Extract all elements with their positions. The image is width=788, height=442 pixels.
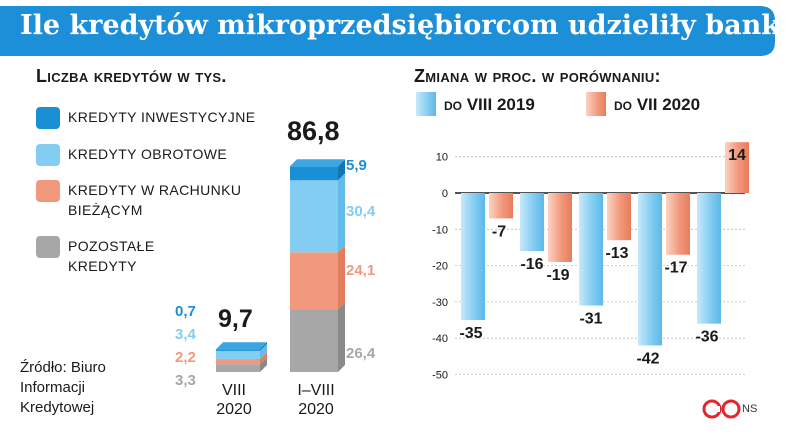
- change-bar-1-3: [666, 193, 690, 255]
- change-value-label-1-0: -7: [492, 223, 506, 240]
- left-heading: Liczba kredytów w tys.: [36, 66, 227, 87]
- y-tick-label-4: -30: [432, 297, 448, 309]
- change-bar-1-0: [489, 193, 513, 219]
- legend-swatch-working: [36, 144, 60, 166]
- value-label-aug-other: 3,3: [175, 372, 196, 389]
- x-label-jan-aug: I–VIII 2020: [297, 382, 335, 418]
- change-value-label-1-2: -13: [605, 245, 628, 262]
- legend-key-text-2019: do VIII 2019: [444, 95, 535, 114]
- value-label-aug-investment: 0,7: [175, 303, 196, 320]
- legend-item-other: Pozostałe kredyty: [36, 236, 178, 276]
- stack-top-1: [290, 159, 345, 167]
- stack-segment-1-0: [290, 309, 338, 372]
- legend-label-working: Kredyty obrotowe: [68, 146, 228, 162]
- chart-title: Ile kredytów mikroprzedsiębiorcom udziel…: [20, 10, 788, 41]
- change-value-label-1-1: -19: [546, 267, 569, 284]
- value-label-janaug-current: 24,1: [346, 262, 376, 279]
- change-value-label-0-3: -42: [636, 350, 659, 367]
- value-label-aug-working: 3,4: [175, 326, 196, 343]
- change-value-label-0-1: -16: [520, 256, 543, 273]
- y-tick-label-0: 10: [436, 152, 448, 164]
- legend-key-label-2020: do VII 2020: [614, 95, 700, 115]
- legend-key-2020: [586, 92, 606, 116]
- right-heading: Zmiana w proc. w porównaniu:: [414, 66, 661, 87]
- x-label-aug: VIII 2020: [216, 382, 252, 418]
- y-tick-label-5: -40: [432, 333, 448, 345]
- change-value-label-0-4: -36: [695, 329, 718, 346]
- stack-top-0: [216, 342, 267, 350]
- publisher-credit: NS: [742, 403, 758, 415]
- stack-side-1-2: [338, 173, 345, 253]
- legend-swatch-investment: [36, 107, 60, 129]
- change-bar-1-4: [725, 142, 749, 193]
- legend-swatch-other: [36, 236, 60, 258]
- y-tick-label-2: -10: [432, 224, 448, 236]
- stack-segment-0-2: [216, 350, 260, 359]
- change-value-label-0-2: -31: [579, 311, 602, 328]
- legend-item-current: Kredyty w rachunku bieżącym: [36, 180, 276, 220]
- stack-segment-0-0: [216, 364, 260, 372]
- legend-key-label-2019: do VIII 2019: [444, 95, 535, 115]
- stack-side-0-3: [260, 342, 267, 351]
- y-tick-label-1: 0: [442, 188, 448, 200]
- change-bar-0-2: [579, 193, 603, 306]
- legend-key-text-2020: do VII 2020: [614, 95, 701, 114]
- stack-side-1-3: [338, 159, 345, 181]
- stack-segment-1-1: [290, 252, 338, 310]
- stack-side-0-2: [260, 343, 267, 359]
- stack-side-0-1: [260, 351, 267, 365]
- stack-segment-1-3: [290, 166, 338, 181]
- value-label-aug-current: 2,2: [175, 349, 196, 366]
- legend-key-2019: [416, 92, 436, 116]
- legend-item-working: Kredyty obrotowe: [36, 144, 227, 166]
- change-bar-0-0: [461, 193, 485, 321]
- legend-swatch-current: [36, 180, 60, 202]
- y-tick-label-6: -50: [432, 370, 448, 382]
- stack-segment-0-3: [216, 349, 260, 351]
- total-label-aug: 9,7: [218, 305, 253, 333]
- value-label-janaug-investment: 5,9: [346, 157, 367, 174]
- stack-segment-1-2: [290, 180, 338, 253]
- stack-side-1-0: [338, 302, 345, 372]
- change-bar-0-1: [520, 193, 544, 252]
- change-bar-0-3: [638, 193, 662, 346]
- source-note: Źródło: Biuro Informacji Kredytowej: [20, 359, 106, 416]
- change-bar-1-2: [607, 193, 631, 241]
- title-banner: [0, 6, 775, 56]
- change-bar-1-1: [548, 193, 572, 262]
- y-tick-label-3: -20: [432, 261, 448, 273]
- change-value-label-1-3: -17: [664, 260, 687, 277]
- left-heading-text: Liczba kredytów w tys.: [36, 66, 227, 86]
- publisher-logo-icon: [702, 399, 741, 419]
- right-heading-text: Zmiana w proc. w porównaniu:: [414, 66, 661, 86]
- change-bar-0-4: [697, 193, 721, 324]
- legend-label-other: Pozostałe kredyty: [68, 238, 155, 274]
- value-label-janaug-other: 26,4: [346, 345, 376, 362]
- stack-segment-0-1: [216, 358, 260, 365]
- legend-item-investment: Kredyty inwestycyjne: [36, 107, 255, 129]
- total-label-jan-aug: 86,8: [287, 116, 340, 146]
- legend-label-current: Kredyty w rachunku bieżącym: [68, 182, 242, 218]
- value-label-janaug-working: 30,4: [346, 203, 376, 220]
- stack-side-1-1: [338, 245, 345, 310]
- change-value-label-1-4: 14: [728, 147, 746, 164]
- stack-side-0-0: [260, 357, 267, 372]
- legend-label-investment: Kredyty inwestycyjne: [68, 109, 256, 125]
- change-value-label-0-0: -35: [459, 325, 482, 342]
